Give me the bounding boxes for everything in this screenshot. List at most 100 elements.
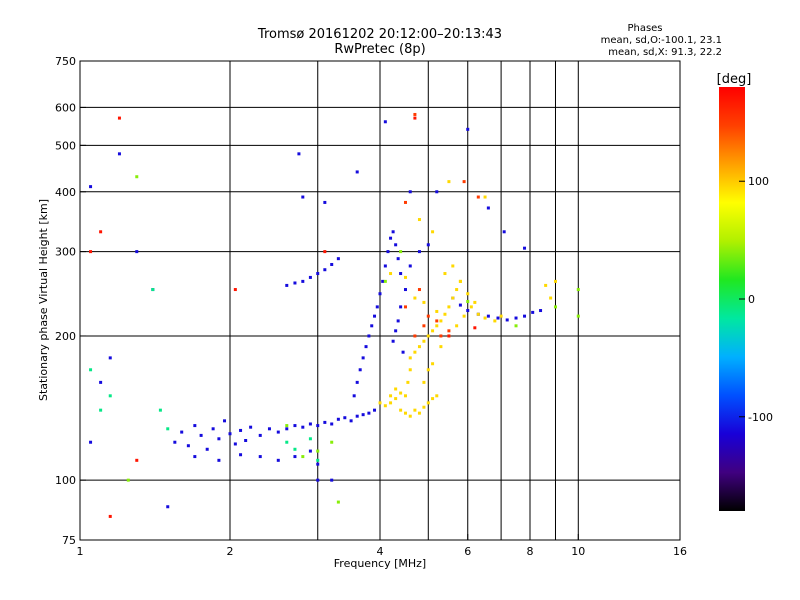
data-point bbox=[135, 175, 139, 179]
data-point bbox=[301, 195, 305, 199]
chart-subtitle: RwPretec (8p) bbox=[334, 42, 425, 57]
data-point bbox=[276, 430, 280, 434]
data-point bbox=[308, 275, 312, 279]
data-point bbox=[364, 345, 368, 349]
data-point bbox=[505, 318, 509, 322]
data-point bbox=[285, 283, 289, 287]
data-point bbox=[426, 314, 430, 318]
colorbar-tick-label: -100 bbox=[748, 411, 773, 424]
data-point bbox=[435, 324, 439, 328]
data-point bbox=[358, 368, 362, 372]
data-point bbox=[476, 312, 480, 316]
data-point bbox=[386, 250, 390, 254]
data-point bbox=[297, 152, 301, 156]
data-point bbox=[233, 442, 237, 446]
data-point bbox=[408, 356, 412, 360]
data-point bbox=[426, 368, 430, 372]
data-point bbox=[417, 411, 421, 415]
data-point bbox=[389, 394, 393, 398]
colorbar-ticks: 100 0 -100 bbox=[739, 175, 773, 424]
data-point bbox=[99, 380, 103, 384]
x-tick-label: 6 bbox=[464, 545, 471, 558]
data-point bbox=[394, 387, 398, 391]
data-point bbox=[361, 356, 365, 360]
data-point bbox=[330, 478, 334, 482]
data-point bbox=[378, 292, 382, 296]
data-point bbox=[308, 437, 312, 441]
data-point bbox=[576, 314, 580, 318]
x-tick-label: 10 bbox=[571, 545, 585, 558]
data-point bbox=[403, 394, 407, 398]
chart-title: Tromsø 20161202 20:12:00–20:13:43 bbox=[257, 27, 502, 42]
y-axis: 75 100 200 300 400 500 600 750 bbox=[55, 55, 86, 547]
data-point bbox=[308, 422, 312, 426]
colorbar-tick-label: 100 bbox=[748, 175, 769, 188]
data-point bbox=[462, 180, 466, 184]
data-point bbox=[417, 250, 421, 254]
data-point bbox=[370, 324, 374, 328]
y-tick-label: 500 bbox=[55, 139, 76, 152]
data-point bbox=[258, 433, 262, 437]
data-point bbox=[396, 257, 400, 261]
data-point bbox=[108, 356, 112, 360]
data-point bbox=[193, 424, 197, 428]
data-point bbox=[135, 458, 139, 462]
data-point bbox=[135, 250, 139, 254]
data-point bbox=[193, 455, 197, 459]
data-point bbox=[383, 279, 387, 283]
y-tick-label: 300 bbox=[55, 246, 76, 259]
data-point bbox=[373, 408, 377, 412]
data-point bbox=[399, 408, 403, 412]
data-point bbox=[99, 408, 103, 412]
data-point bbox=[413, 350, 417, 354]
data-point bbox=[439, 334, 443, 338]
data-point bbox=[422, 380, 426, 384]
data-point bbox=[199, 433, 203, 437]
data-point bbox=[301, 279, 305, 283]
data-point bbox=[244, 439, 248, 443]
data-point bbox=[544, 283, 548, 287]
data-point bbox=[391, 339, 395, 343]
data-point bbox=[431, 362, 435, 366]
data-point bbox=[413, 116, 417, 120]
data-point bbox=[89, 185, 93, 189]
data-point bbox=[403, 411, 407, 415]
data-point bbox=[486, 314, 490, 318]
data-point bbox=[455, 324, 459, 328]
data-point bbox=[466, 127, 470, 131]
data-point bbox=[367, 334, 371, 338]
data-point bbox=[431, 397, 435, 401]
data-point bbox=[285, 427, 289, 431]
data-point bbox=[383, 404, 387, 408]
plot-area: 1 2 4 6 8 10 16 75 100 200 300 400 500 600 750 bbox=[55, 55, 687, 558]
data-point bbox=[316, 478, 320, 482]
data-point bbox=[413, 334, 417, 338]
legend-o-mode: mean, sd,O:-100.1, 23.1 bbox=[601, 35, 722, 46]
data-point bbox=[117, 116, 121, 120]
data-point bbox=[316, 424, 320, 428]
phase-legend: Phases mean, sd,O:-100.1, 23.1 mean, sd,… bbox=[601, 23, 722, 58]
data-point bbox=[301, 425, 305, 429]
y-tick-label: 600 bbox=[55, 101, 76, 114]
data-point bbox=[301, 455, 305, 459]
data-point bbox=[285, 424, 289, 428]
data-point bbox=[89, 250, 93, 254]
data-point bbox=[514, 324, 518, 328]
data-point bbox=[553, 305, 557, 309]
data-point bbox=[186, 444, 190, 448]
data-point bbox=[316, 462, 320, 466]
data-point bbox=[205, 447, 209, 451]
data-point bbox=[408, 190, 412, 194]
data-point bbox=[486, 206, 490, 210]
data-point bbox=[403, 288, 407, 292]
data-point bbox=[330, 262, 334, 266]
y-tick-label: 75 bbox=[62, 534, 76, 547]
x-tick-label: 8 bbox=[527, 545, 534, 558]
data-point bbox=[89, 368, 93, 372]
data-point bbox=[455, 288, 459, 292]
data-point bbox=[330, 422, 334, 426]
data-point bbox=[276, 458, 280, 462]
data-point bbox=[469, 305, 473, 309]
data-point bbox=[394, 243, 398, 247]
data-point bbox=[355, 170, 359, 174]
